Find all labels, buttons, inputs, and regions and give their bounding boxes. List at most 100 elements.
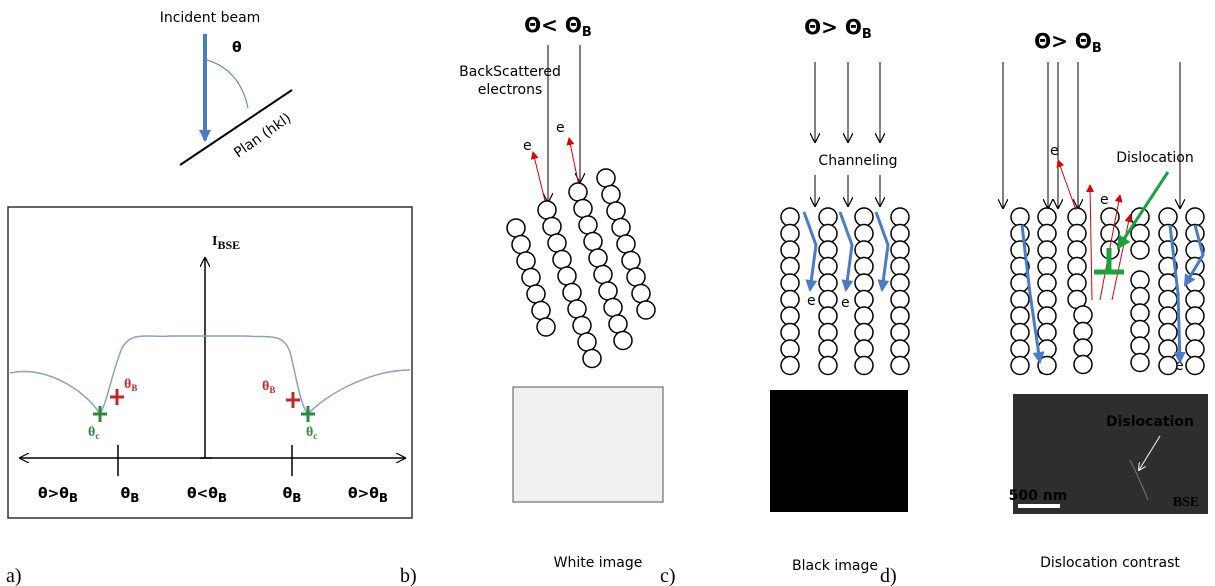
atom [538,201,556,219]
atom [819,357,837,375]
electron: e [1050,143,1059,159]
atom [1159,274,1177,292]
atom [855,291,873,309]
text: B [218,491,227,505]
text: θ [262,379,269,394]
atom [569,183,587,201]
caption: White image [554,555,643,571]
atom [819,340,837,358]
atom [1068,258,1086,276]
channel-arrow [804,212,816,290]
atom [781,208,799,226]
text: c [95,431,99,441]
annotation: BackScattered [459,64,561,80]
figure: Incident beam θ Plan (hkl) IBSE θB θc θB… [0,0,1215,586]
atom [1131,241,1149,259]
atom [563,284,581,302]
atom [1159,291,1177,309]
atom [584,233,602,251]
atom [1068,208,1086,226]
atom [1068,241,1086,259]
plane-label: Plan (hkl) [231,110,294,161]
atom [891,258,909,276]
atom [819,225,837,243]
atom [1011,357,1029,375]
text: θ [306,425,313,440]
backscatter [1090,185,1092,300]
text: B [130,491,139,505]
atom [819,291,837,309]
atom [1011,225,1029,243]
atom [1038,274,1056,292]
atom [1038,291,1056,309]
panel-title: Θ< ΘB [524,13,592,40]
panel-title: Θ> ΘB [1034,29,1102,56]
atom [1186,357,1204,375]
atom [855,357,873,375]
text: BSE [217,238,240,252]
atom [609,315,627,333]
atom [637,301,655,319]
atom [891,291,909,309]
theta-label: θ [232,40,242,56]
atom [548,234,566,252]
white-image [513,387,663,502]
atom [1131,225,1149,243]
text: θ>θ [348,486,379,502]
atom [1186,324,1204,342]
atom [855,258,873,276]
text: B [69,491,78,505]
atom [1011,291,1029,309]
annotation: Channeling [818,153,897,169]
atom [891,274,909,292]
atom [781,258,799,276]
atom [617,235,635,253]
text: c [313,431,317,441]
annotation: Dislocation [1116,150,1194,166]
atom [614,332,632,350]
atom [589,249,607,267]
atom [512,236,530,254]
black-image [770,390,908,512]
atom [1131,321,1149,339]
atom [558,267,576,285]
text: Θ< Θ [524,13,582,37]
text: B [131,383,137,393]
atom [517,252,535,270]
atom [578,333,596,351]
panel-label: b) [400,565,417,586]
atom [1131,271,1149,289]
electron: e [841,295,850,311]
atom [855,307,873,325]
atom [1038,241,1056,259]
text: θ [121,486,131,502]
atom [891,324,909,342]
atom [1186,307,1204,325]
atom [781,241,799,259]
atom [1068,274,1086,292]
text: B [292,491,301,505]
atom [597,169,615,187]
atom [781,307,799,325]
text: θ [283,486,293,502]
atom [1186,208,1204,226]
atom [819,258,837,276]
atom [819,307,837,325]
backscatter [1058,160,1076,210]
atom [632,285,650,303]
angle-arc [207,60,248,108]
atom [1131,288,1149,306]
atom [627,268,645,286]
atom [1159,225,1177,243]
atom [573,317,591,335]
atom [781,357,799,375]
atom [583,350,601,368]
atom [537,318,555,336]
incident-beam-label: Incident beam [160,10,261,26]
atom [891,340,909,358]
graph-box [8,207,412,518]
atom [1038,225,1056,243]
atom [602,186,620,204]
text: B [1092,41,1102,56]
atom [527,285,545,303]
